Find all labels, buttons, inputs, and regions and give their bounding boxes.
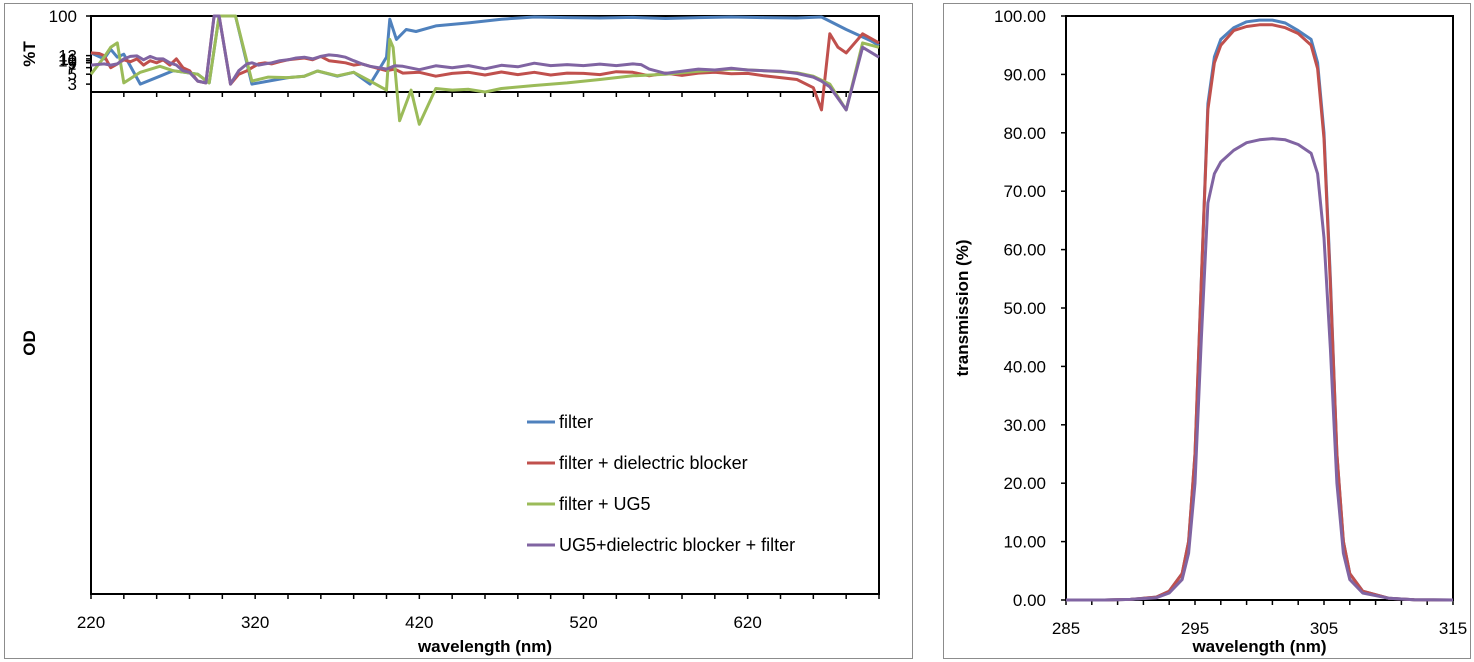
y-tick-label: 20.00 bbox=[1003, 474, 1046, 493]
x-tick-label: 220 bbox=[77, 613, 105, 632]
legend-label-0: filter bbox=[559, 412, 593, 432]
x-tick-label: 320 bbox=[241, 613, 269, 632]
y-tick-label: 80.00 bbox=[1003, 124, 1046, 143]
od-y-tick-label: 5 bbox=[68, 65, 77, 84]
series-line-0 bbox=[90, 14, 880, 86]
legend-label-1: filter + dielectric blocker bbox=[559, 453, 748, 473]
y-tick-label: 10.00 bbox=[1003, 533, 1046, 552]
y-axis-label: transmission (%) bbox=[953, 240, 972, 377]
y-tick-label: 40.00 bbox=[1003, 357, 1046, 376]
series-line-1 bbox=[90, 14, 880, 112]
plot-area bbox=[90, 15, 880, 595]
plot-area bbox=[1065, 15, 1454, 601]
od-y-tick-label: 13 bbox=[58, 47, 77, 66]
series-line-2 bbox=[1066, 137, 1454, 602]
legend-label-2: filter + UG5 bbox=[559, 494, 651, 514]
legend-label-3: UG5+dielectric blocker + filter bbox=[559, 535, 795, 555]
y-tick-label: 90.00 bbox=[1003, 65, 1046, 84]
x-tick-label: 305 bbox=[1310, 619, 1338, 638]
od-y-tick-label: 7 bbox=[68, 59, 77, 78]
x-tick-label: 520 bbox=[569, 613, 597, 632]
x-tick-label: 315 bbox=[1439, 619, 1467, 638]
x-tick-label: 620 bbox=[733, 613, 761, 632]
top-y-tick-label: 100 bbox=[49, 7, 77, 26]
left-chart-panel: 100 10 3 5 7 9 11 13 220 320 420 520 620 wavelength (… bbox=[4, 3, 913, 659]
y-tick-label: 0.00 bbox=[1013, 591, 1046, 610]
x-tick-label: 285 bbox=[1052, 619, 1080, 638]
x-tick-label: 295 bbox=[1181, 619, 1209, 638]
x-tick-label: 420 bbox=[405, 613, 433, 632]
od-y-tick-label: 11 bbox=[59, 50, 77, 69]
od-y-axis-label: OD bbox=[20, 330, 39, 356]
series-line-3 bbox=[90, 14, 880, 112]
right-chart-panel: 0.00 10.00 20.00 30.00 40.00 50.00 60.00 70.00 8… bbox=[943, 3, 1471, 659]
od-y-tick-label: 9 bbox=[68, 54, 77, 73]
x-axis-label: wavelength (nm) bbox=[1191, 637, 1326, 656]
y-tick-label: 60.00 bbox=[1003, 241, 1046, 260]
x-axis-label: wavelength (nm) bbox=[417, 637, 552, 656]
top-y-tick-label: 10 bbox=[58, 52, 77, 71]
y-tick-label: 30.00 bbox=[1003, 416, 1046, 435]
right-chart: 0.00 10.00 20.00 30.00 40.00 50.00 60.00 70.00 8… bbox=[953, 7, 1467, 656]
top-y-axis-label: %T bbox=[20, 41, 39, 67]
y-tick-label: 70.00 bbox=[1003, 182, 1046, 201]
series-line-0 bbox=[1066, 18, 1454, 602]
od-y-tick-label: 3 bbox=[68, 75, 77, 94]
y-tick-label: 50.00 bbox=[1003, 299, 1046, 318]
series-line-1 bbox=[1066, 23, 1454, 602]
y-tick-label: 100.00 bbox=[994, 7, 1046, 26]
